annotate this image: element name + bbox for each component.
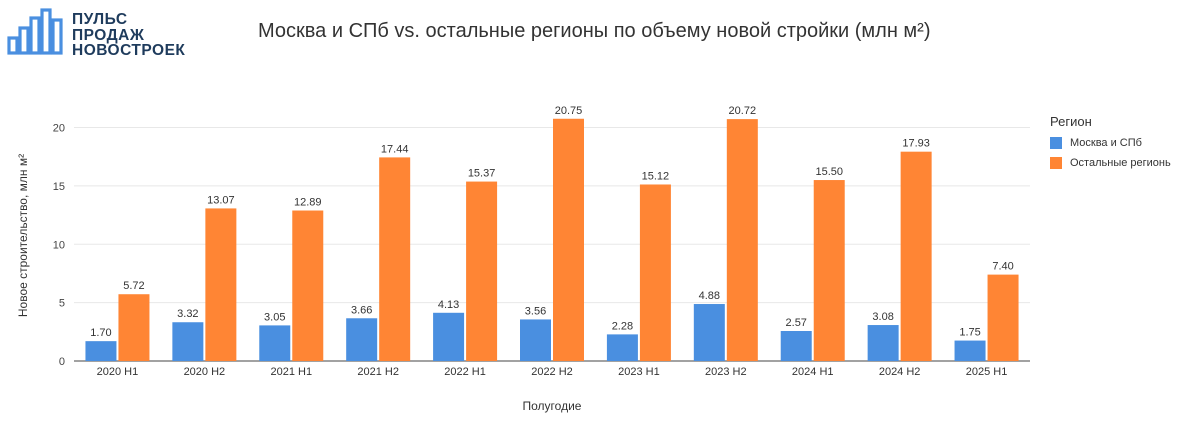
data-label: 3.32: [177, 308, 198, 320]
data-label: 1.75: [959, 327, 980, 339]
x-tick-label: 2025 H1: [966, 366, 1008, 378]
data-label: 1.70: [90, 327, 111, 339]
bar-other-regions: [900, 151, 932, 361]
data-label: 5.72: [123, 280, 144, 292]
x-tick-label: 2023 H1: [618, 366, 660, 378]
data-label: 20.72: [729, 105, 757, 117]
bar-moscow-spb: [433, 312, 465, 361]
bar-moscow-spb: [346, 318, 378, 361]
data-label: 3.08: [872, 311, 893, 323]
bar-other-regions: [379, 157, 411, 361]
data-label: 12.89: [294, 197, 322, 209]
y-tick-label: 0: [59, 356, 65, 368]
bar-moscow-spb: [867, 325, 899, 361]
data-label: 15.12: [642, 170, 670, 182]
logo-line-2: ПРОДАЖ: [72, 26, 145, 44]
legend-label-other-regions: Остальные регионь: [1070, 157, 1171, 169]
bar-other-regions: [466, 181, 498, 361]
x-tick-label: 2022 H2: [531, 366, 573, 378]
bar-other-regions: [813, 180, 845, 361]
legend-label-moscow-spb: Москва и СПб: [1070, 137, 1142, 149]
logo: ПУЛЬС ПРОДАЖ НОВОСТРОЕК: [6, 6, 206, 60]
bar-moscow-spb: [606, 334, 638, 361]
y-tick-label: 10: [53, 239, 65, 251]
data-label: 3.05: [264, 311, 285, 323]
logo-buildings-icon: [7, 8, 63, 55]
x-tick-label: 2022 H1: [444, 366, 486, 378]
data-label: 3.56: [525, 305, 546, 317]
bar-moscow-spb: [520, 319, 551, 361]
data-label: 15.50: [815, 166, 843, 178]
bar-moscow-spb: [780, 330, 812, 361]
data-label: 20.75: [555, 105, 583, 117]
legend: Регион Москва и СПб Остальные регионь: [1050, 114, 1171, 177]
x-tick-label: 2020 H1: [97, 366, 139, 378]
data-label: 4.88: [699, 290, 720, 302]
chart-title: Москва и СПб vs. остальные регионы по об…: [258, 20, 931, 42]
bar-moscow-spb: [85, 341, 117, 361]
logo-line-3: НОВОСТРОЕК: [72, 42, 186, 59]
y-tick-label: 20: [53, 123, 65, 135]
x-tick-label: 2024 H2: [879, 366, 921, 378]
x-tick-label: 2024 H1: [792, 366, 834, 378]
x-tick-label: 2021 H2: [357, 366, 399, 378]
bar-moscow-spb: [693, 304, 725, 361]
legend-swatch-moscow-spb: [1050, 137, 1062, 149]
legend-title: Регион: [1050, 114, 1092, 129]
data-label: 17.44: [381, 143, 409, 155]
bar-other-regions: [553, 118, 584, 361]
data-label: 4.13: [438, 299, 459, 311]
logo-text: ПУЛЬС ПРОДАЖ НОВОСТРОЕК: [72, 12, 185, 59]
legend-swatch-other-regions: [1050, 157, 1062, 169]
legend-item-other-regions[interactable]: Остальные регионь: [1050, 157, 1171, 169]
bar-other-regions: [726, 119, 758, 361]
bar-other-regions: [987, 274, 1019, 361]
data-label: 7.40: [992, 261, 1013, 273]
bar-moscow-spb: [259, 325, 291, 361]
bar-other-regions: [118, 294, 150, 361]
data-label: 3.66: [351, 304, 372, 316]
data-label: 17.93: [902, 138, 930, 150]
logo-line-1: ПУЛЬС: [72, 11, 128, 28]
bar-moscow-spb: [954, 340, 986, 361]
data-label: 2.28: [612, 320, 633, 332]
data-label: 15.37: [468, 168, 496, 180]
x-tick-label: 2020 H2: [184, 366, 226, 378]
y-axis-title: Новое строительство, млн м²: [16, 154, 30, 317]
bar-other-regions: [292, 210, 324, 361]
x-axis-title: Полугодие: [523, 399, 582, 413]
bar-other-regions: [205, 208, 237, 361]
data-label: 2.57: [786, 317, 807, 329]
bar-moscow-spb: [172, 322, 204, 361]
x-tick-label: 2023 H2: [705, 366, 747, 378]
y-tick-label: 15: [53, 181, 65, 193]
x-tick-label: 2021 H1: [270, 366, 312, 378]
bar-other-regions: [639, 184, 671, 361]
y-tick-label: 5: [59, 298, 65, 310]
data-label: 13.07: [207, 194, 235, 206]
legend-item-moscow-spb[interactable]: Москва и СПб: [1050, 137, 1171, 149]
